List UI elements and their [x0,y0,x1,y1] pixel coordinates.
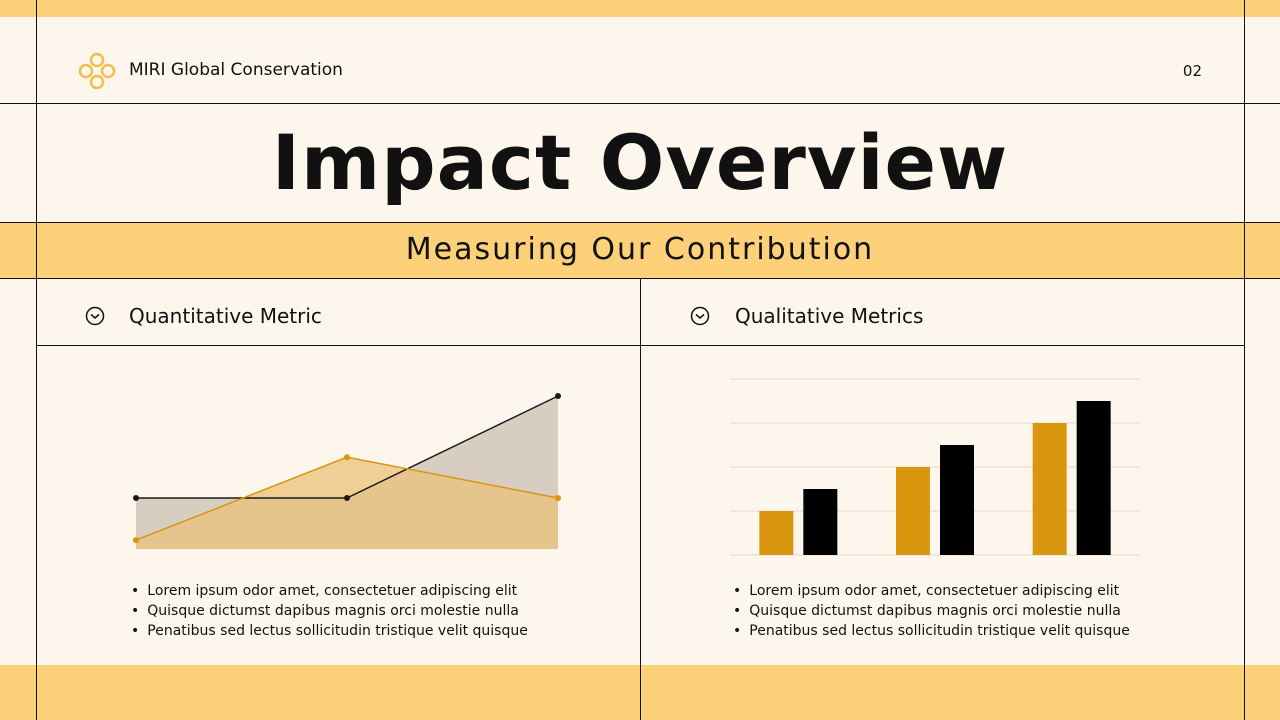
bar [896,467,930,555]
page-number: 02 [1182,62,1202,80]
divider [1244,0,1245,720]
chevron-icon [690,306,710,326]
bar [1076,401,1111,555]
bullet: Lorem ipsum odor amet, consectetuer adip… [733,581,1130,601]
point [555,393,561,399]
point [555,495,561,501]
divider [0,278,1280,279]
title: Impact Overview [271,118,1009,207]
bullet: Lorem ipsum odor amet, consectetuer adip… [131,581,528,601]
bullet: Quisque dictumst dapibus magnis orci mol… [131,601,528,621]
chevron-icon [85,306,105,326]
divider [0,103,1280,104]
subtitle-band [0,222,1280,278]
area [136,457,558,549]
bullet: Penatibus sed lectus sollicitudin tristi… [733,621,1130,641]
panel-heading: Qualitative Metrics [735,304,924,328]
top-band [0,0,1280,17]
logo [78,52,116,90]
brand: MIRI Global Conservation [129,60,343,80]
divider [640,278,641,720]
point [133,537,139,544]
divider [0,222,1280,223]
bar [803,489,838,555]
divider [36,0,37,720]
point [344,495,350,501]
subtitle: Measuring Our Contribution [405,232,875,267]
panel-heading: Quantitative Metric [129,304,322,328]
divider [36,345,1244,346]
bar [1032,423,1067,555]
bullet-list: Lorem ipsum odor amet, consectetuer adip… [131,581,528,641]
bar [759,511,794,555]
bullet-list: Lorem ipsum odor amet, consectetuer adip… [733,581,1130,641]
bullet: Quisque dictumst dapibus magnis orci mol… [733,601,1130,621]
point [344,454,350,461]
bullet: Penatibus sed lectus sollicitudin tristi… [131,621,528,641]
bar [940,445,974,555]
point [133,495,139,501]
